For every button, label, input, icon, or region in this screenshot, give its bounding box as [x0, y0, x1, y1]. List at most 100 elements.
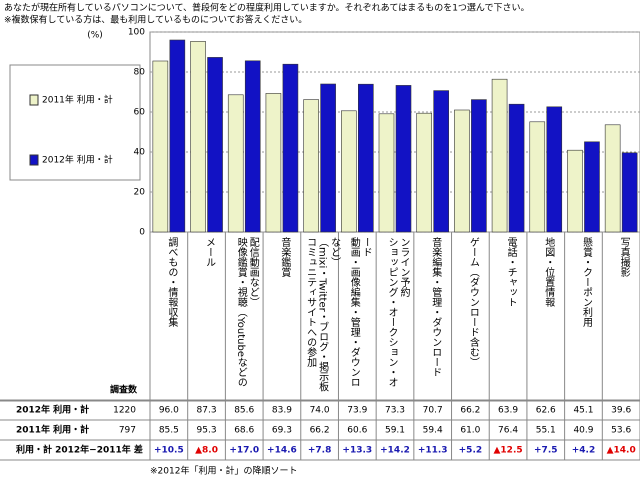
- table-cell: 73.3: [385, 406, 405, 416]
- note: ※複数保有している方は、最も利用しているものについてお答えください。: [4, 14, 307, 26]
- x-tick-label: ゲーム（ダウンロード含む）: [467, 237, 479, 367]
- table-cell: 39.6: [611, 406, 631, 416]
- row-label: 利用・計 2012年−2011年 差: [15, 444, 143, 456]
- bar: [567, 149, 583, 233]
- table-cell: 68.6: [234, 426, 254, 436]
- bar: [378, 113, 395, 233]
- x-tick-label: コミュニティサイトへの参加（mixi・Twitter・ブログ・掲示板など）: [304, 237, 340, 392]
- table-cell: 59.1: [385, 426, 405, 436]
- x-tick-label: 地図・位置情報: [542, 237, 554, 307]
- y-unit: (%): [87, 31, 103, 41]
- sample-size: 797: [119, 426, 136, 436]
- bar: [471, 99, 487, 233]
- bar: [282, 63, 299, 233]
- row-label: 2012年 利用・計: [16, 404, 89, 416]
- y-tick-label: 100: [128, 28, 145, 38]
- legend-swatch: [29, 154, 39, 166]
- legend-swatch: [29, 94, 39, 106]
- table-cell: 76.4: [498, 426, 518, 436]
- bar: [169, 39, 186, 233]
- bar: [433, 90, 449, 233]
- table-cell: 83.9: [272, 406, 292, 416]
- table-cell: 62.6: [536, 406, 556, 416]
- legend-label: 2011年 利用・計: [42, 94, 113, 106]
- question: あなたが現在所有しているパソコンについて、普段何をどの程度利用していますか。それ…: [4, 2, 529, 14]
- table-note: ※2012年「利用・計」の降順ソート: [150, 465, 297, 477]
- bar: [508, 103, 525, 233]
- table-cell: 53.6: [611, 426, 631, 436]
- table-cell: 96.0: [159, 406, 179, 416]
- x-tick-label: 映像鑑賞・視聴（Youtubeなどの配信動画など）: [235, 237, 259, 387]
- bar: [358, 83, 374, 233]
- table-cell: 59.4: [423, 426, 443, 436]
- diff-cell: +11.3: [418, 446, 448, 456]
- bar: [320, 83, 336, 233]
- bar: [244, 60, 261, 233]
- diff-cell: +14.2: [380, 446, 410, 456]
- table-cell: 95.3: [197, 426, 217, 436]
- table-cell: 45.1: [573, 406, 593, 416]
- bar: [546, 106, 563, 233]
- table-cell: 66.2: [310, 426, 330, 436]
- diff-cell: +5.2: [459, 446, 482, 456]
- x-tick-label: 調べもの・情報収集: [165, 237, 177, 327]
- table-cell: 63.9: [498, 406, 518, 416]
- table-cell: 61.0: [460, 426, 480, 436]
- sample-size: 1220: [113, 406, 136, 416]
- bar: [303, 99, 319, 233]
- table-cell: 85.6: [234, 406, 254, 416]
- diff-cell: +17.0: [229, 446, 259, 456]
- x-tick-label: 写真撮影: [618, 237, 630, 277]
- table-cell: 66.2: [460, 406, 480, 416]
- table-cell: 55.1: [536, 426, 556, 436]
- diff-cell: +14.6: [267, 446, 297, 456]
- bar: [584, 141, 600, 233]
- bar: [604, 124, 621, 233]
- y-tick-label: 0: [139, 228, 145, 238]
- table-cell: 69.3: [272, 426, 292, 436]
- x-tick-label: 懸賞・クーポン利用: [580, 237, 592, 327]
- x-tick-label: 電話・チャット: [505, 237, 517, 307]
- diff-cell: +4.2: [572, 446, 595, 456]
- legend-label: 2012年 利用・計: [42, 154, 113, 166]
- table-cell: 40.9: [573, 426, 593, 436]
- table-cell: 70.7: [423, 406, 443, 416]
- bar: [491, 78, 508, 233]
- bar: [621, 152, 638, 233]
- bar: [152, 60, 169, 233]
- plot-frame: [149, 31, 640, 233]
- table-cell: 60.6: [347, 426, 367, 436]
- diff-cell: +13.3: [342, 446, 372, 456]
- x-tick-label: メール: [203, 237, 215, 267]
- diff-cell: ▲8.0: [195, 446, 218, 456]
- diff-cell: +7.8: [308, 446, 331, 456]
- bar: [395, 85, 412, 233]
- table-cell: 73.9: [347, 406, 367, 416]
- bar: [529, 121, 546, 233]
- diff-cell: +7.5: [534, 446, 557, 456]
- row-label: 2011年 利用・計: [16, 424, 89, 436]
- table-cell: 87.3: [197, 406, 217, 416]
- y-tick-label: 80: [134, 68, 146, 78]
- x-tick-label: ショッピング・オークション・オンライン予約: [386, 237, 409, 387]
- bar: [207, 57, 223, 233]
- diff-cell: +10.5: [154, 446, 184, 456]
- table-cell: 85.5: [159, 426, 179, 436]
- bar: [227, 94, 244, 233]
- x-tick-label: 音楽編集・管理・ダウンロード: [429, 237, 441, 377]
- y-tick-label: 20: [134, 188, 146, 198]
- y-tick-label: 60: [134, 108, 146, 118]
- bar: [265, 93, 282, 233]
- diff-cell: ▲14.0: [607, 446, 636, 456]
- y-tick-label: 40: [134, 148, 146, 158]
- bar: [190, 41, 206, 233]
- bar: [341, 110, 357, 233]
- x-tick-label: 音楽鑑賞: [278, 237, 290, 277]
- diff-cell: ▲12.5: [494, 446, 523, 456]
- x-tick-label: 動画・画像編集・管理・ダウンロード: [348, 237, 372, 387]
- bar: [454, 109, 470, 233]
- bar: [416, 112, 432, 233]
- sample-header: 調査数: [110, 384, 138, 396]
